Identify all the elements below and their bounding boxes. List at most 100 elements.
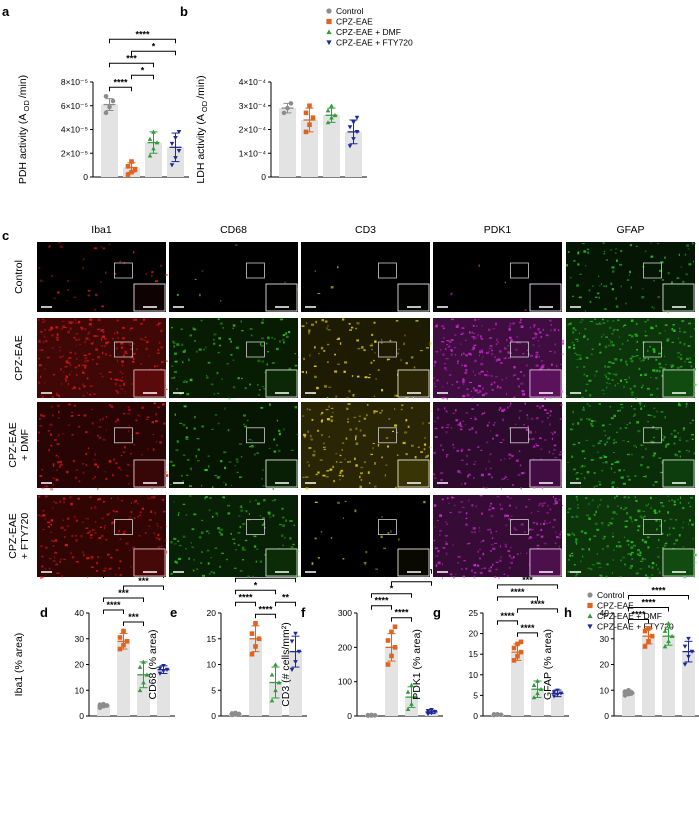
stain-signal [602,455,606,457]
y-tick-label: 15 [207,634,217,644]
stain-signal [157,533,160,536]
row-label: CPZ-EAE+ DMF [7,422,31,468]
stain-signal [87,518,89,520]
stain-signal [78,364,80,367]
stain-signal [363,561,367,564]
stain-signal [689,422,693,424]
y-tick-label: 25 [469,608,479,618]
y-tick-label: 0 [83,172,88,182]
stain-signal [268,513,271,516]
data-point [392,645,398,650]
data-point [101,701,106,707]
stain-signal [221,552,225,555]
stain-signal [130,518,133,520]
stain-signal [504,347,507,350]
stain-signal [523,531,526,533]
stain-signal [255,560,257,563]
stain-signal [499,545,502,548]
stain-signal [538,502,542,505]
stain-signal [645,574,647,577]
stain-signal [615,248,618,250]
stain-signal [475,505,478,508]
stain-signal [70,323,73,325]
significance-label: **** [238,592,253,602]
stain-signal [435,564,438,567]
stain-signal [116,418,119,421]
stain-signal [460,483,463,486]
stain-signal [214,414,218,416]
stain-signal [671,366,673,369]
stain-signal [220,533,223,536]
stain-signal [618,336,620,338]
stain-signal [321,319,325,322]
stain-signal [54,539,58,542]
stain-signal [598,483,602,486]
stain-signal [441,576,444,580]
stain-signal [609,249,613,251]
stain-signal [244,425,247,428]
stain-signal [586,375,589,377]
stain-signal [474,565,476,567]
stain-signal [116,510,118,513]
stain-signal [326,397,329,400]
y-tick-label: 20 [75,660,85,670]
stain-signal [487,473,491,476]
stain-signal [245,510,248,513]
stain-signal [569,429,574,431]
stain-signal [138,514,142,517]
stain-signal [115,379,119,381]
stain-signal [38,349,41,351]
stain-signal [193,559,195,561]
data-point [303,129,309,135]
stain-signal [82,521,84,524]
stain-signal [185,426,188,429]
stain-signal [173,376,176,379]
stain-signal [486,370,488,372]
stain-signal [577,422,580,425]
significance-bracket [497,596,538,601]
stain-signal [55,552,58,554]
stain-signal [482,552,485,556]
stain-signal [489,337,492,340]
stain-signal [385,437,389,439]
stain-signal [605,345,607,347]
stain-signal [222,496,225,498]
stain-signal [559,417,563,421]
stain-signal [478,354,480,357]
stain-signal [235,458,239,461]
stain-signal [576,477,579,480]
stain-signal [402,441,406,445]
stain-signal [578,251,580,254]
stain-signal [441,325,445,327]
y-axis-label-part: PDH activity (A [17,114,29,185]
stain-signal [66,300,69,302]
stain-signal [424,437,426,439]
data-point [682,644,688,649]
row-label: CPZ-EAE+ FTY720 [7,513,31,560]
stain-signal [628,478,631,481]
stain-signal [238,515,241,517]
stain-signal [535,351,539,353]
stain-signal [457,323,459,326]
stain-signal [508,504,512,507]
stain-signal [450,339,454,341]
stain-signal [580,473,583,475]
stain-signal [314,501,318,504]
stain-signal [259,560,262,563]
stain-signal [336,266,339,269]
stain-signal [397,352,399,355]
stain-signal [586,248,590,251]
stain-signal [617,410,620,412]
significance-bracket [109,86,132,92]
stain-signal [498,350,502,353]
significance-bracket [517,632,538,637]
stain-signal [491,476,493,479]
stain-signal [330,415,333,418]
legend-label: CPZ-EAE + FTY720 [597,622,674,632]
stain-signal [434,360,437,364]
stain-signal [47,525,50,528]
stain-signal [115,549,119,552]
stain-signal [610,522,613,525]
stain-signal [88,331,90,334]
stain-signal [428,422,430,425]
